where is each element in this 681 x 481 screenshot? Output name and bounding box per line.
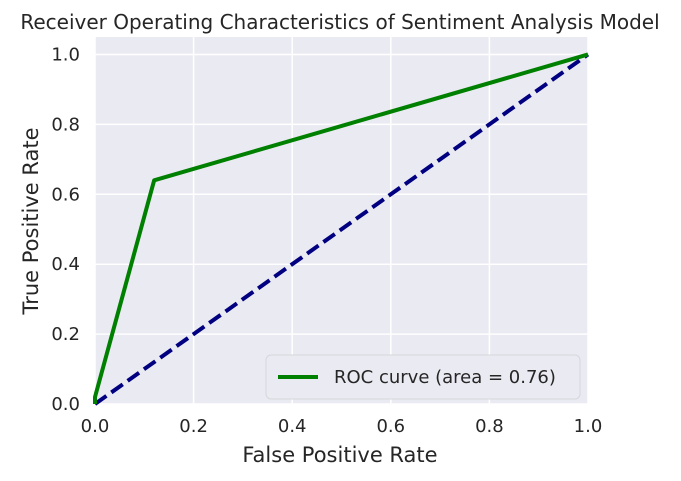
roc-curve-line [93, 52, 589, 404]
x-tick-label: 0.0 [81, 416, 110, 437]
y-tick-label: 1.0 [51, 44, 80, 65]
x-tick-label: 0.6 [376, 416, 405, 437]
grid-lines [94, 37, 589, 405]
legend-box [265, 354, 581, 400]
y-tick-label: 0.8 [51, 114, 80, 135]
tick-labels: 0.0 0.2 0.4 0.6 0.8 1.0 0.0 0.2 0.4 0.6 0.8 1.0 [51, 44, 602, 437]
series-lines [93, 52, 590, 406]
x-tick-label: 0.4 [278, 416, 307, 437]
x-axis-label: False Positive Rate [242, 443, 437, 467]
random-baseline-line [93, 52, 590, 406]
legend: ROC curve (area = 0.76) [265, 354, 581, 400]
legend-label-roc: ROC curve (area = 0.76) [334, 367, 556, 388]
y-tick-label: 0.2 [51, 324, 80, 345]
plot-area [95, 37, 588, 404]
chart-title: Receiver Operating Characteristics of Se… [20, 10, 659, 34]
y-tick-label: 0.0 [51, 394, 80, 415]
x-tick-label: 1.0 [574, 416, 603, 437]
y-axis-label: True Positive Rate [19, 127, 43, 315]
x-tick-label: 0.8 [475, 416, 504, 437]
y-tick-label: 0.4 [51, 254, 80, 275]
y-tick-label: 0.6 [51, 184, 80, 205]
x-tick-label: 0.2 [179, 416, 208, 437]
